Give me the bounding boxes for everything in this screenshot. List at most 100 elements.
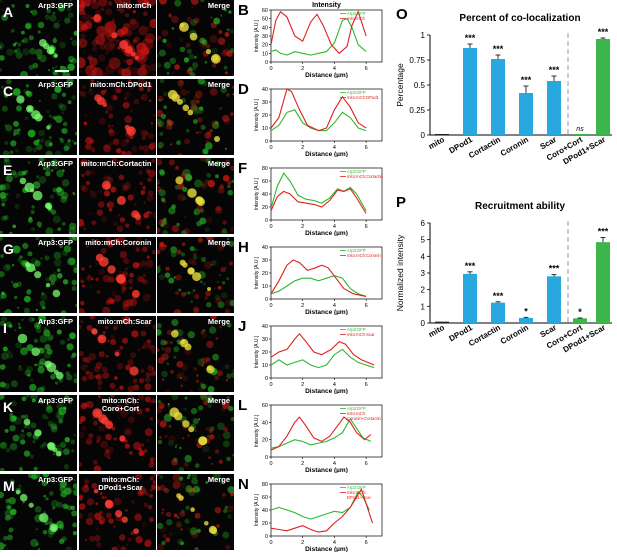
micrograph-I-merge: Merge bbox=[157, 316, 234, 392]
y-tick-label: 40 bbox=[262, 25, 268, 31]
green-series-line bbox=[270, 109, 367, 132]
category-label: mito bbox=[427, 323, 446, 339]
micrograph-label-merge: Merge bbox=[207, 317, 230, 326]
legend-entry: mito:mCh:Coronin bbox=[347, 253, 381, 258]
red-series-line bbox=[270, 332, 375, 366]
y-tick-label: 4 bbox=[421, 252, 426, 261]
y-axis-label: Intensity [A.U.] bbox=[254, 256, 260, 289]
legend-entry: Arp3:GFP bbox=[347, 248, 366, 253]
y-tick-label: 30 bbox=[262, 337, 268, 343]
legend-entry: Arp3:GFP bbox=[347, 327, 366, 332]
category-label: Coronin bbox=[499, 135, 530, 158]
micrograph-label-green: Arp3:GFP bbox=[37, 238, 73, 247]
y-axis-label: Percentage bbox=[395, 63, 405, 107]
micrograph-label-red: mito:mCh:Scar bbox=[97, 317, 152, 326]
bar bbox=[596, 242, 610, 323]
panel-letter: C bbox=[3, 83, 14, 99]
x-tick-label: 4 bbox=[333, 540, 336, 546]
y-axis-label: Intensity [A.U.] bbox=[254, 19, 260, 52]
line-profile-1: 0 10 20 30 40 0 2 4 6 Distance (µm) Intensity [A.U… bbox=[252, 79, 392, 162]
bar-chart-O: O Percent of co-localization 0 0.25 0.5 0.75 1… bbox=[392, 5, 617, 195]
y-tick-label: 20 bbox=[262, 43, 268, 49]
legend-entry: Coronin+Cortactin bbox=[347, 416, 382, 421]
legend-entry: Arp3:GFP bbox=[347, 90, 366, 95]
y-tick-label: 20 bbox=[262, 438, 268, 444]
red-series-line bbox=[270, 188, 367, 214]
panel-letter: N bbox=[238, 476, 249, 493]
chart-title: Percent of co-localization bbox=[459, 13, 580, 24]
micrograph-label-red: mito:mCh:Coronin bbox=[85, 238, 152, 247]
micrograph-label-merge: Merge bbox=[207, 396, 230, 405]
line-profile-5: 0 20 40 60 0 2 4 6 Distance (µm) Intensity [A.U.]… bbox=[252, 395, 392, 478]
y-tick-label: 20 bbox=[262, 271, 268, 277]
bar bbox=[491, 302, 505, 323]
y-tick-label: 60 bbox=[262, 8, 268, 14]
y-axis-label: Intensity [A.U.] bbox=[254, 98, 260, 131]
y-tick-label: 60 bbox=[262, 403, 268, 409]
legend-entry: mito:mCh: bbox=[347, 490, 366, 495]
y-tick-label: 0 bbox=[265, 297, 268, 303]
green-series-line bbox=[270, 490, 370, 520]
micrograph-label-merge: Merge bbox=[207, 475, 230, 484]
micrograph-A-merge: Merge bbox=[157, 0, 234, 76]
legend-entry: Arp3:GFP bbox=[347, 485, 366, 490]
x-tick-label: 0 bbox=[269, 303, 272, 309]
x-tick-label: 6 bbox=[365, 540, 368, 546]
y-tick-label: 0.5 bbox=[414, 81, 426, 90]
significance-label: ns bbox=[576, 126, 584, 133]
y-tick-label: 0.75 bbox=[409, 56, 425, 65]
x-tick-label: 6 bbox=[365, 145, 368, 151]
y-tick-label: 0 bbox=[265, 455, 268, 461]
y-tick-label: 10 bbox=[262, 284, 268, 290]
legend-entry: mito:mCh:Scar bbox=[347, 332, 375, 337]
panel-letter: F bbox=[238, 160, 248, 177]
y-axis-label: Intensity [A.U.] bbox=[254, 335, 260, 368]
x-tick-label: 6 bbox=[365, 303, 368, 309]
bar bbox=[519, 318, 533, 323]
x-tick-label: 2 bbox=[301, 66, 304, 72]
line-profile-0: Intensity 0 10 20 30 40 50 60 0 2 4 6 Distance (µm) I… bbox=[252, 0, 392, 83]
micrograph-C-red: mito:mCh:DPod1 bbox=[78, 79, 156, 155]
legend-entry: Arp3:GFP bbox=[347, 11, 366, 16]
x-axis-label: Distance (µm) bbox=[305, 151, 348, 157]
panel-letter: J bbox=[238, 318, 247, 335]
significance-label: *** bbox=[598, 227, 609, 237]
y-tick-label: 20 bbox=[262, 521, 268, 527]
y-tick-label: 40 bbox=[262, 245, 268, 251]
micrograph-A-green: Arp3:GFP A bbox=[0, 0, 77, 76]
x-tick-label: 0 bbox=[269, 540, 272, 546]
micrograph-G-merge: Merge bbox=[157, 237, 234, 313]
category-label: Cortactin bbox=[467, 323, 502, 348]
bar bbox=[573, 134, 587, 135]
x-tick-label: 2 bbox=[301, 461, 304, 467]
micrograph-label-green: Arp3:GFP bbox=[37, 317, 73, 326]
micrograph-label-red: mito:mCh: DPod1+Scar bbox=[98, 475, 143, 492]
category-label: Cortactin bbox=[467, 135, 502, 160]
panel-letter: L bbox=[238, 397, 248, 414]
significance-label: *** bbox=[598, 27, 609, 37]
bar bbox=[463, 48, 477, 135]
micrograph-C-merge: Merge bbox=[157, 79, 234, 155]
micrograph-M-merge: Merge bbox=[157, 474, 234, 550]
panel-letter: M bbox=[3, 478, 15, 494]
y-tick-label: 50 bbox=[262, 17, 268, 23]
micrograph-K-merge: Merge bbox=[157, 395, 234, 471]
x-axis-label: Distance (µm) bbox=[305, 309, 348, 315]
panel-letter: H bbox=[238, 239, 249, 256]
y-tick-label: 30 bbox=[262, 100, 268, 106]
green-series-line bbox=[270, 275, 367, 297]
micrograph-M-red: mito:mCh: DPod1+Scar bbox=[78, 474, 156, 550]
line-profile-2: 0 20 40 60 80 0 2 4 6 Distance (µm) Intensity [A.U… bbox=[252, 158, 392, 241]
x-tick-label: 0 bbox=[269, 461, 272, 467]
y-tick-label: 6 bbox=[421, 219, 426, 228]
y-tick-label: 30 bbox=[262, 34, 268, 40]
x-tick-label: 6 bbox=[365, 382, 368, 388]
panel-letter: A bbox=[3, 4, 14, 20]
y-tick-label: 2 bbox=[421, 286, 426, 295]
bar bbox=[519, 93, 533, 135]
significance-label: *** bbox=[493, 291, 504, 301]
y-tick-label: 5 bbox=[421, 236, 426, 245]
chart-title: Recruitment ability bbox=[475, 201, 565, 212]
y-tick-label: 0 bbox=[421, 319, 426, 328]
scale-bar bbox=[55, 70, 69, 72]
